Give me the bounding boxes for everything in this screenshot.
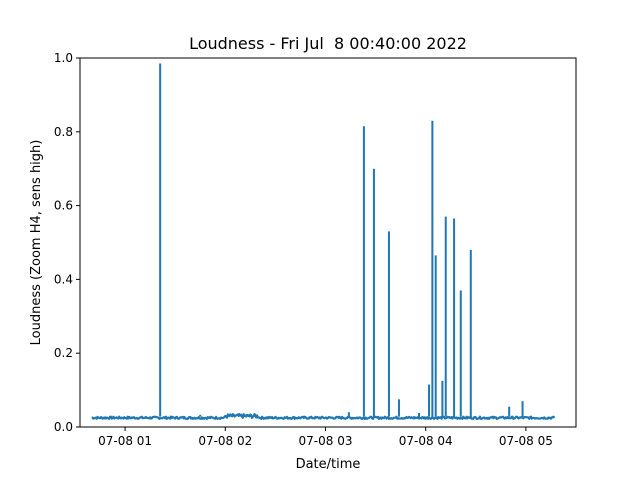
- y-tick-label: 0.6: [54, 199, 73, 213]
- x-tick-label: 07-08 02: [198, 434, 252, 448]
- y-tick-label: 0.4: [54, 272, 73, 286]
- x-tick-label: 07-08 01: [98, 434, 152, 448]
- plot-frame: [79, 57, 577, 428]
- x-tick-label: 07-08 04: [399, 434, 453, 448]
- x-tick-label: 07-08 03: [299, 434, 353, 448]
- x-tick-label: 07-08 05: [499, 434, 553, 448]
- chart-title: Loudness - Fri Jul 8 00:40:00 2022: [189, 34, 467, 53]
- x-axis-label: Date/time: [296, 457, 361, 472]
- y-tick-label: 0.8: [54, 125, 73, 139]
- y-tick-label: 0.2: [54, 346, 73, 360]
- plot-area: [91, 63, 556, 420]
- x-axis: 07-08 01 07-08 02 07-08 03 07-08 04 07-08 05: [98, 427, 553, 448]
- y-axis-label: Loudness (Zoom H4, sens high): [29, 140, 44, 346]
- baseline-line: [91, 413, 556, 420]
- y-axis: 0.0 0.2 0.4 0.6 0.8 1.0: [54, 51, 80, 434]
- y-tick-label: 1.0: [54, 51, 73, 65]
- y-tick-label: 0.0: [54, 420, 73, 434]
